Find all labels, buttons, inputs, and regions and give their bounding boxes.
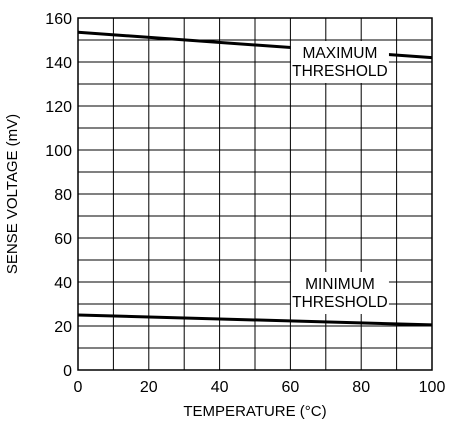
y-tick-label: 160 (45, 11, 72, 28)
annotation-label: MAXIMUM (302, 45, 377, 62)
plot-frame (77, 17, 433, 371)
annotation-label: MINIMUM (305, 276, 375, 293)
y-tick-label: 80 (54, 187, 72, 204)
series-line-1 (77, 313, 433, 327)
x-tick-label: 0 (74, 379, 83, 396)
x-tick-labels: 0 20 40 60 80 100 (74, 379, 446, 396)
y-tick-label: 60 (54, 231, 72, 248)
y-tick-label: 140 (45, 55, 72, 72)
y-tick-labels: 0 20 40 60 80 100 120 140 160 (45, 11, 72, 380)
annotation-label: THRESHOLD (292, 63, 388, 80)
x-tick-label: 80 (352, 379, 370, 396)
y-axis-title: SENSE VOLTAGE (mV) (4, 114, 21, 274)
x-axis-title: TEMPERATURE (°C) (183, 403, 326, 420)
y-tick-label: 120 (45, 99, 72, 116)
annotation-label: THRESHOLD (292, 294, 388, 311)
y-tick-label: 40 (54, 275, 72, 292)
x-tick-label: 60 (282, 379, 300, 396)
x-tick-label: 20 (140, 379, 158, 396)
y-tick-label: 20 (54, 319, 72, 336)
y-tick-label: 0 (63, 363, 72, 380)
x-tick-label: 40 (211, 379, 229, 396)
annotation-background (290, 41, 389, 83)
annotation-background (290, 272, 389, 314)
x-tick-label: 100 (419, 379, 446, 396)
y-tick-label: 100 (45, 143, 72, 160)
